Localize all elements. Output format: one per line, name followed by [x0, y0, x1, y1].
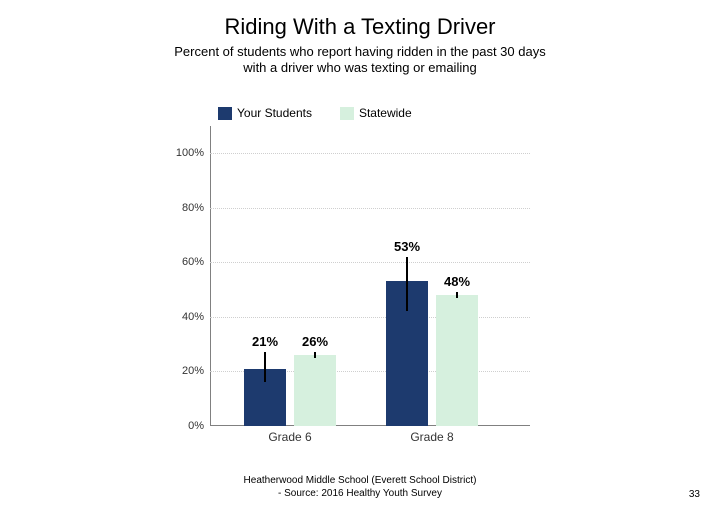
bar-series2: [294, 355, 336, 426]
footer-line-2: - Source: 2016 Healthy Youth Survey: [0, 487, 720, 500]
slide: Riding With a Texting Driver Percent of …: [0, 14, 720, 511]
chart-title: Riding With a Texting Driver: [0, 14, 720, 40]
plot-region: 0%20%40%60%80%100%Grade 621%26%Grade 853…: [210, 126, 530, 426]
page-number: 33: [689, 489, 700, 500]
legend-swatch-1: [218, 107, 232, 120]
error-bar: [456, 292, 458, 297]
y-tick-label: 0%: [166, 420, 204, 432]
bar-value-label: 26%: [302, 334, 328, 349]
gridline: [210, 262, 530, 263]
y-tick-label: 20%: [166, 365, 204, 377]
subtitle-line-2: with a driver who was texting or emailin…: [243, 60, 476, 75]
legend-label-2: Statewide: [359, 106, 412, 120]
legend-label-1: Your Students: [237, 106, 312, 120]
bar-value-label: 53%: [394, 239, 420, 254]
error-bar: [264, 352, 266, 382]
chart-area: Your Students Statewide 0%20%40%60%80%10…: [210, 106, 530, 426]
error-bar: [314, 352, 316, 357]
footer: Heatherwood Middle School (Everett Schoo…: [0, 474, 720, 500]
subtitle-line-1: Percent of students who report having ri…: [174, 44, 545, 59]
y-axis-line: [210, 126, 211, 426]
chart-subtitle: Percent of students who report having ri…: [0, 44, 720, 77]
bar-value-label: 21%: [252, 334, 278, 349]
gridline: [210, 153, 530, 154]
bar-series2: [436, 295, 478, 426]
y-tick-label: 40%: [166, 311, 204, 323]
error-bar: [406, 257, 408, 312]
gridline: [210, 208, 530, 209]
y-tick-label: 100%: [166, 147, 204, 159]
y-tick-label: 60%: [166, 256, 204, 268]
legend-swatch-2: [340, 107, 354, 120]
footer-line-1: Heatherwood Middle School (Everett Schoo…: [0, 474, 720, 487]
legend-item-your-students: Your Students: [218, 106, 312, 120]
x-tick-label: Grade 8: [410, 430, 453, 444]
x-tick-label: Grade 6: [268, 430, 311, 444]
legend-item-statewide: Statewide: [340, 106, 412, 120]
bar-value-label: 48%: [444, 274, 470, 289]
gridline: [210, 317, 530, 318]
y-tick-label: 80%: [166, 202, 204, 214]
legend: Your Students Statewide: [218, 106, 530, 120]
